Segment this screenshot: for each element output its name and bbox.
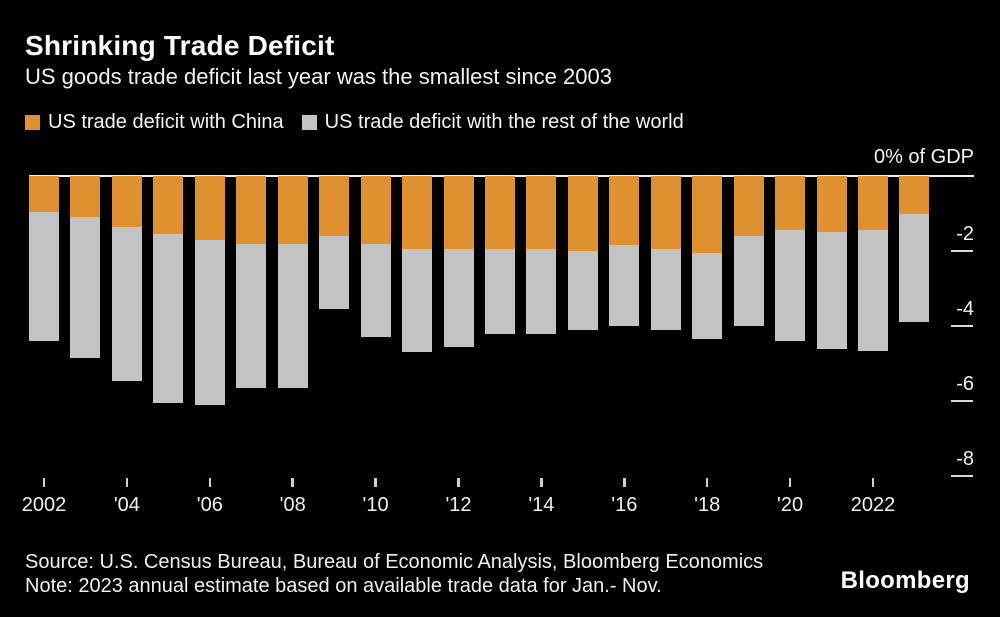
bar-2003-china-segment [70,176,101,218]
bar-2012-rest-of-world-segment [443,249,474,347]
bar-2005-rest-of-world-segment [153,234,184,404]
y-axis-label--4: -4 [956,298,974,321]
bar-2006-rest-of-world-segment [194,239,225,406]
x-axis-tick-12 [457,478,460,487]
bar-2012-china-segment [443,176,474,250]
bar-2010-rest-of-world-segment [360,243,391,338]
x-axis-tick-14 [540,478,543,487]
x-axis-label-12: '12 [445,494,472,516]
bar-2022-rest-of-world-segment [858,230,888,351]
china-series-swatch-icon [25,115,40,130]
bar-2016-rest-of-world-segment [609,245,640,327]
bar-2015-china-segment [567,176,598,252]
legend-item-rest-of-world: US trade deficit with the rest of the wo… [301,111,684,134]
bar-2019-rest-of-world-segment [733,236,764,327]
y-axis-tick--4 [951,325,973,328]
bar-2018-rest-of-world-segment [692,252,723,340]
x-axis-label-20: '20 [777,494,804,516]
x-axis-tick-04 [125,478,129,487]
bar-2022-china-segment [858,176,888,231]
x-axis-label-04: '04 [113,494,140,516]
x-axis-label-08: '08 [279,494,306,516]
bar-2014-china-segment [526,176,557,250]
bar-2002-rest-of-world-segment [29,211,59,342]
x-axis-tick-18 [705,478,709,487]
y-axis-tick--8 [951,475,973,478]
bar-2021-rest-of-world-segment [816,232,847,349]
bar-2002-china-segment [29,176,59,212]
y-axis-tick--6 [951,400,973,403]
x-axis-tick-20 [788,478,792,487]
bar-2020-rest-of-world-segment [775,230,806,342]
chart-title: Shrinking Trade Deficit [25,30,335,61]
bar-2016-china-segment [609,176,640,246]
x-axis-label-2002: 2002 [21,494,67,516]
note-line: Note: 2023 annual estimate based on avai… [25,575,662,597]
bar-2023-china-segment [899,176,930,214]
bar-2020-china-segment [775,176,806,231]
bar-2011-china-segment [402,176,433,250]
bar-2006-china-segment [194,176,225,240]
x-axis-label-18: '18 [694,494,721,516]
bar-2004-rest-of-world-segment [111,226,142,381]
rest-of-world-series-swatch-icon [301,115,317,130]
bar-2008-rest-of-world-segment [277,243,308,389]
bar-2008-china-segment [277,176,308,244]
zero-baseline [29,175,974,177]
bar-2023-rest-of-world-segment [899,213,930,323]
x-axis-tick-2002 [42,478,46,487]
x-axis-label-10: '10 [362,494,389,516]
bar-2005-china-segment [153,176,184,235]
bar-2003-rest-of-world-segment [70,217,101,359]
x-axis-tick-16 [623,478,626,487]
bar-2004-china-segment [111,176,142,227]
bar-2018-china-segment [692,176,723,253]
legend-label-rest-of-world: US trade deficit with the rest of the wo… [324,111,684,133]
bar-2007-china-segment [236,176,267,244]
source-line: Source: U.S. Census Bureau, Bureau of Ec… [25,551,764,573]
x-axis-tick-10 [374,478,377,487]
x-axis-tick-08 [291,478,294,487]
bar-2015-rest-of-world-segment [567,251,598,330]
y-axis-label--6: -6 [956,373,974,396]
bar-2017-china-segment [650,176,681,250]
x-axis-label-06: '06 [196,494,223,516]
bar-2007-rest-of-world-segment [236,243,267,389]
bar-2009-china-segment [319,176,350,237]
x-axis-tick-2022 [871,478,875,487]
legend: US trade deficit with China US trade def… [25,111,684,134]
y-axis-top-label: 0% of GDP [873,146,974,168]
bar-2017-rest-of-world-segment [650,249,681,330]
y-axis-tick--2 [951,250,973,253]
chart-subtitle: US goods trade deficit last year was the… [25,64,612,89]
bar-2013-china-segment [484,176,515,250]
x-axis-tick-06 [208,478,212,487]
bar-2013-rest-of-world-segment [484,249,515,334]
bloomberg-logo: Bloomberg [840,567,970,594]
y-axis-label--8: -8 [956,448,974,471]
x-axis-label-14: '14 [528,494,555,516]
bar-2011-rest-of-world-segment [402,249,433,353]
y-axis-label--2: -2 [956,223,974,246]
x-axis-label-2022: 2022 [850,494,896,516]
bar-2014-rest-of-world-segment [526,249,557,334]
bar-2019-china-segment [733,176,764,237]
bar-2021-china-segment [816,176,847,233]
bar-2010-china-segment [360,176,391,244]
legend-item-china: US trade deficit with China [25,111,284,134]
legend-label-china: US trade deficit with China [48,111,284,133]
x-axis-label-16: '16 [611,494,638,516]
bar-2009-rest-of-world-segment [319,236,350,310]
